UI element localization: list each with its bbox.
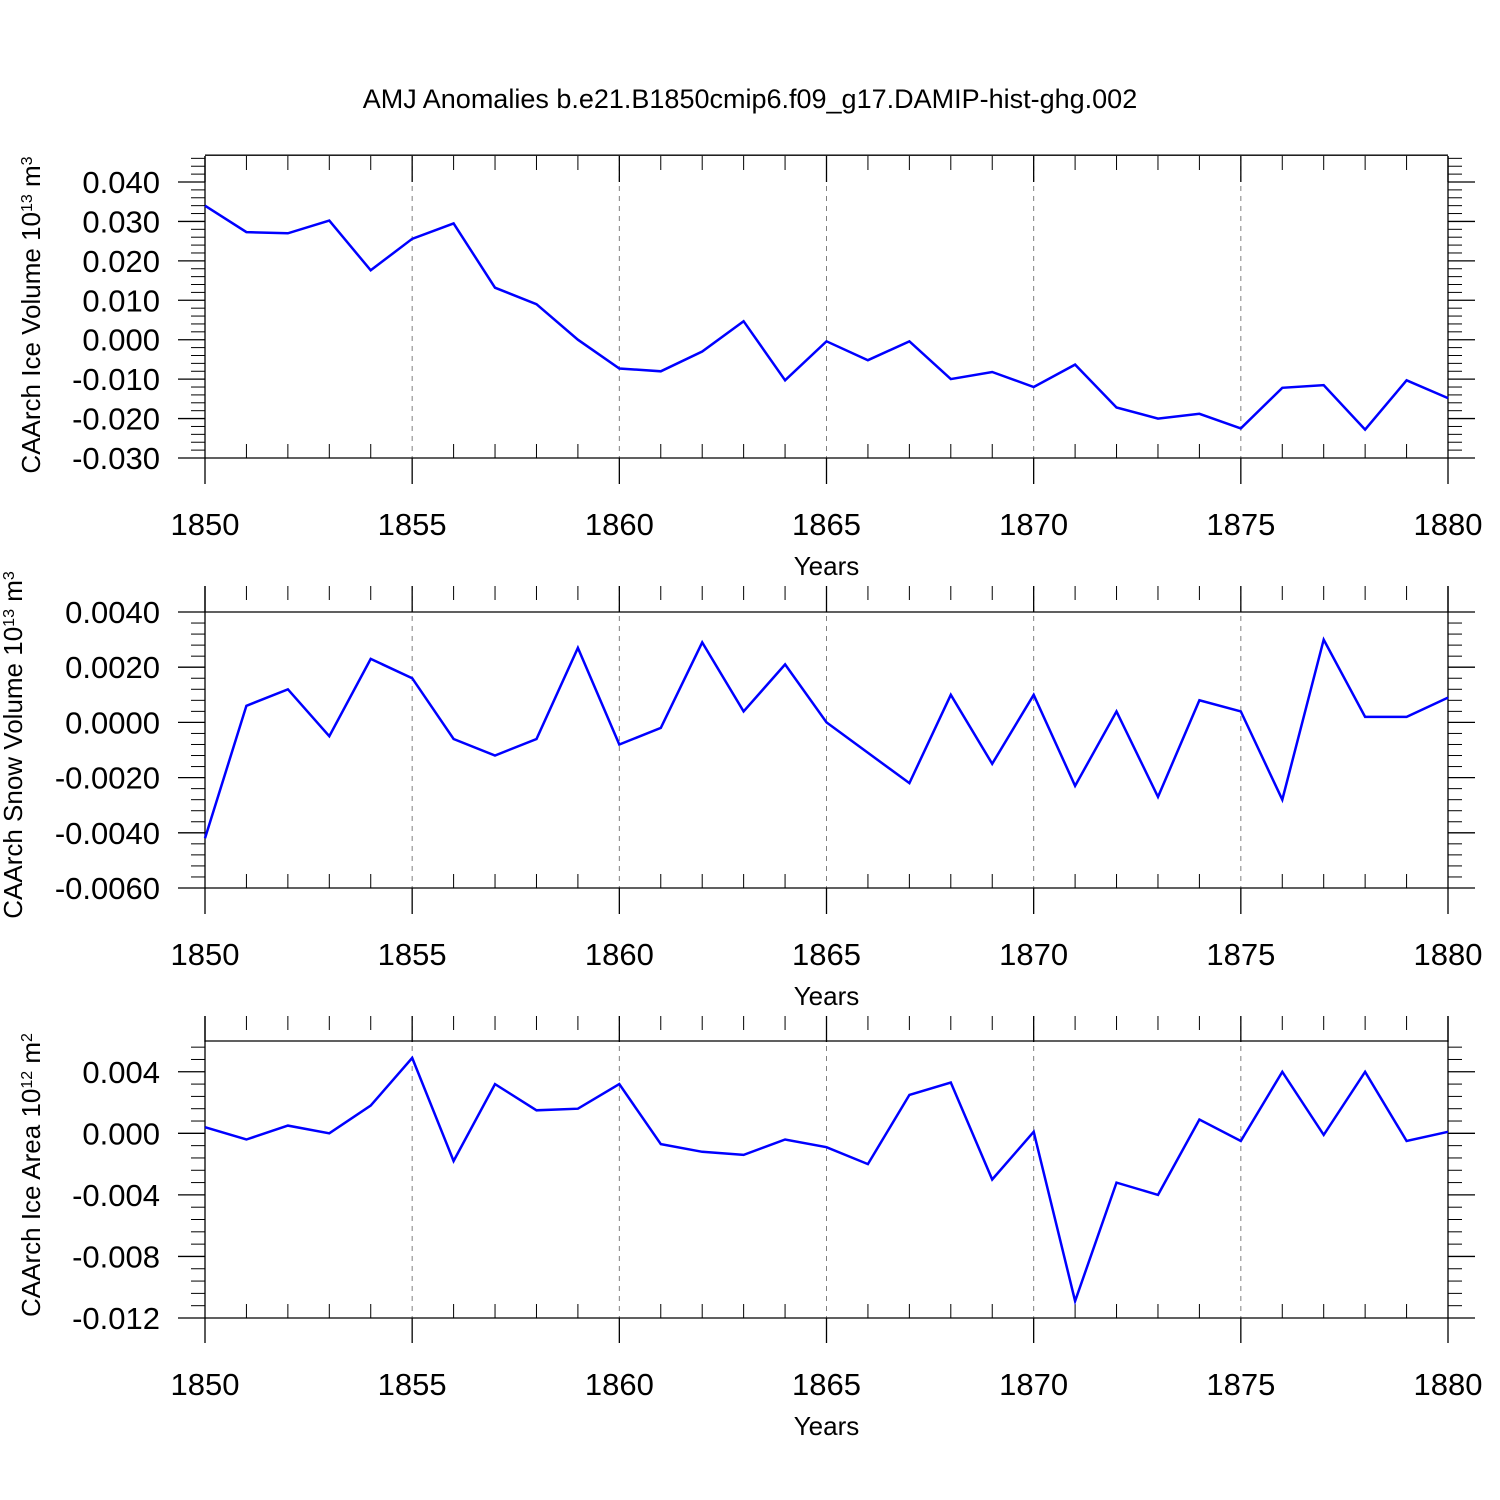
x-tick-label: 1850 xyxy=(171,1367,240,1402)
x-tick-label: 1855 xyxy=(378,507,447,542)
y-tick-label: 0.0020 xyxy=(65,650,160,685)
x-tick-label: 1880 xyxy=(1414,1367,1483,1402)
x-axis-label: Years xyxy=(794,981,860,1011)
x-tick-label: 1870 xyxy=(999,507,1068,542)
y-tick-label: -0.004 xyxy=(72,1178,160,1213)
y-tick-label: -0.0060 xyxy=(55,871,160,906)
y-axis-label: CAArch Ice Volume 1013 m3 xyxy=(16,156,46,473)
y-tick-label: 0.020 xyxy=(82,244,160,279)
x-tick-label: 1865 xyxy=(792,937,861,972)
y-tick-label: -0.0020 xyxy=(55,761,160,796)
panel-snow-volume: 1850 1855 1860 1865 1870 1875 1880 0.0040 0.0020… xyxy=(0,571,1482,1011)
y-tick-label: 0.004 xyxy=(82,1055,160,1090)
x-tick-label: 1880 xyxy=(1414,937,1483,972)
y-tick-label: 0.010 xyxy=(82,283,160,318)
y-axis-label: CAArch Ice Area 1012 m2 xyxy=(16,1033,46,1317)
y-tick-label: 0.0000 xyxy=(65,705,160,740)
x-tick-label: 1880 xyxy=(1414,507,1483,542)
x-tick-label: 1850 xyxy=(171,507,240,542)
series-line xyxy=(204,1055,1449,1306)
x-tick-label: 1865 xyxy=(792,1367,861,1402)
series-line xyxy=(203,636,1449,839)
x-tick-label: 1870 xyxy=(999,1367,1068,1402)
x-tick-label: 1870 xyxy=(999,937,1068,972)
x-tick-label: 1860 xyxy=(585,507,654,542)
x-tick-label: 1855 xyxy=(378,937,447,972)
panel-ice-volume: 1850 1855 1860 1865 1870 1875 1880 0.040 0.030 0.… xyxy=(16,154,1483,581)
x-tick-label: 1860 xyxy=(585,1367,654,1402)
y-tick-label: -0.008 xyxy=(72,1239,160,1274)
x-tick-label: 1875 xyxy=(1206,1367,1275,1402)
y-tick-label: 0.000 xyxy=(82,323,160,358)
panel-ice-area: 1850 1855 1860 1865 1870 1875 1880 0.004 0.000 -0… xyxy=(16,1016,1482,1441)
y-tick-label: 0.000 xyxy=(82,1116,160,1151)
x-tick-label: 1850 xyxy=(171,937,240,972)
x-tick-label: 1875 xyxy=(1206,507,1275,542)
x-tick-label: 1875 xyxy=(1206,937,1275,972)
y-tick-label: -0.0040 xyxy=(55,816,160,851)
series-line xyxy=(204,204,1449,432)
y-tick-label: -0.030 xyxy=(72,441,160,476)
x-tick-label: 1860 xyxy=(585,937,654,972)
x-tick-label: 1865 xyxy=(792,507,861,542)
x-axis-label: Years xyxy=(794,1411,860,1441)
y-tick-label: -0.012 xyxy=(72,1301,160,1336)
y-tick-label: -0.010 xyxy=(72,362,160,397)
y-tick-label: 0.040 xyxy=(82,165,160,200)
y-tick-label: -0.020 xyxy=(72,402,160,437)
y-tick-label: 0.0040 xyxy=(65,595,160,630)
x-tick-label: 1855 xyxy=(378,1367,447,1402)
y-axis-label: CAArch Snow Volume 1013 m3 xyxy=(0,571,28,919)
y-tick-label: 0.030 xyxy=(82,204,160,239)
x-axis-label: Years xyxy=(794,551,860,581)
figure-title: AMJ Anomalies b.e21.B1850cmip6.f09_g17.D… xyxy=(362,84,1138,114)
